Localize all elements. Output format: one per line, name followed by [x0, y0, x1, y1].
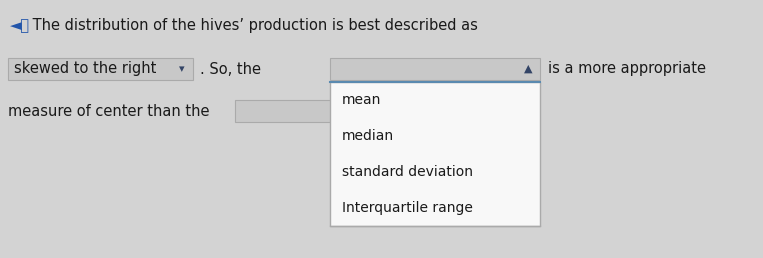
Text: standard deviation: standard deviation: [342, 165, 473, 179]
Text: ▲: ▲: [523, 64, 532, 74]
Bar: [330, 58, 540, 80]
Bar: [8, 58, 193, 80]
Text: skewed to the right: skewed to the right: [14, 61, 156, 77]
Text: measure of center than the: measure of center than the: [8, 103, 210, 118]
Bar: [330, 82, 540, 226]
Text: ▾: ▾: [179, 64, 185, 74]
Text: mean: mean: [342, 93, 382, 107]
Text: ◄⧸: ◄⧸: [10, 18, 30, 33]
Text: . So, the: . So, the: [200, 61, 261, 77]
Text: median: median: [342, 129, 394, 143]
Text: The distribution of the hives’ production is best described as: The distribution of the hives’ productio…: [28, 18, 478, 33]
Text: Interquartile range: Interquartile range: [342, 201, 473, 215]
Text: is a more appropriate: is a more appropriate: [548, 61, 706, 77]
Bar: [235, 100, 375, 122]
